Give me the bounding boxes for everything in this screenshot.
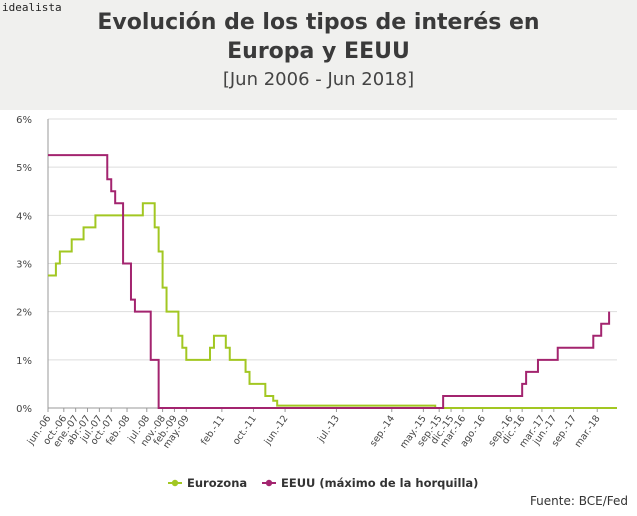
series-line-eurozona [48, 202, 617, 409]
y-tick-label: 1% [16, 356, 32, 367]
x-tick-label: jul.-13 [315, 413, 342, 445]
chart-subtitle: [Jun 2006 - Jun 2018] [222, 69, 415, 90]
header-band [0, 0, 637, 110]
legend-eurozona-label: Eurozona [187, 476, 247, 490]
chart-title-line2: Europa y EEUU [227, 39, 410, 64]
y-tick-label: 0% [16, 404, 32, 415]
x-tick-label: feb.-11 [199, 413, 227, 447]
source-note: Fuente: BCE/Fed [529, 494, 628, 508]
y-tick-label: 4% [16, 211, 32, 222]
y-tick-label: 5% [16, 163, 32, 174]
series-line-eeuu [48, 154, 611, 409]
legend-eurozona-marker [171, 479, 179, 487]
y-tick-label: 6% [16, 115, 32, 126]
chart-title-line1: Evolución de los tipos de interés en [97, 10, 540, 35]
x-tick-label: sep.-14 [368, 413, 397, 448]
y-tick-label: 2% [16, 308, 32, 319]
x-tick-label: jun.-12 [262, 413, 291, 447]
interest-rate-chart: 0%1%2%3%4%5%6%jun.-06oct.-06ene.-07abr.-… [16, 115, 617, 490]
legend-eeuu-label: EEUU (máximo de la horquilla) [281, 476, 478, 490]
y-tick-label: 3% [16, 260, 32, 271]
legend-eeuu-marker [265, 479, 273, 487]
brand-logo: idealista [2, 1, 62, 14]
x-tick-label: oct.-11 [231, 413, 259, 447]
